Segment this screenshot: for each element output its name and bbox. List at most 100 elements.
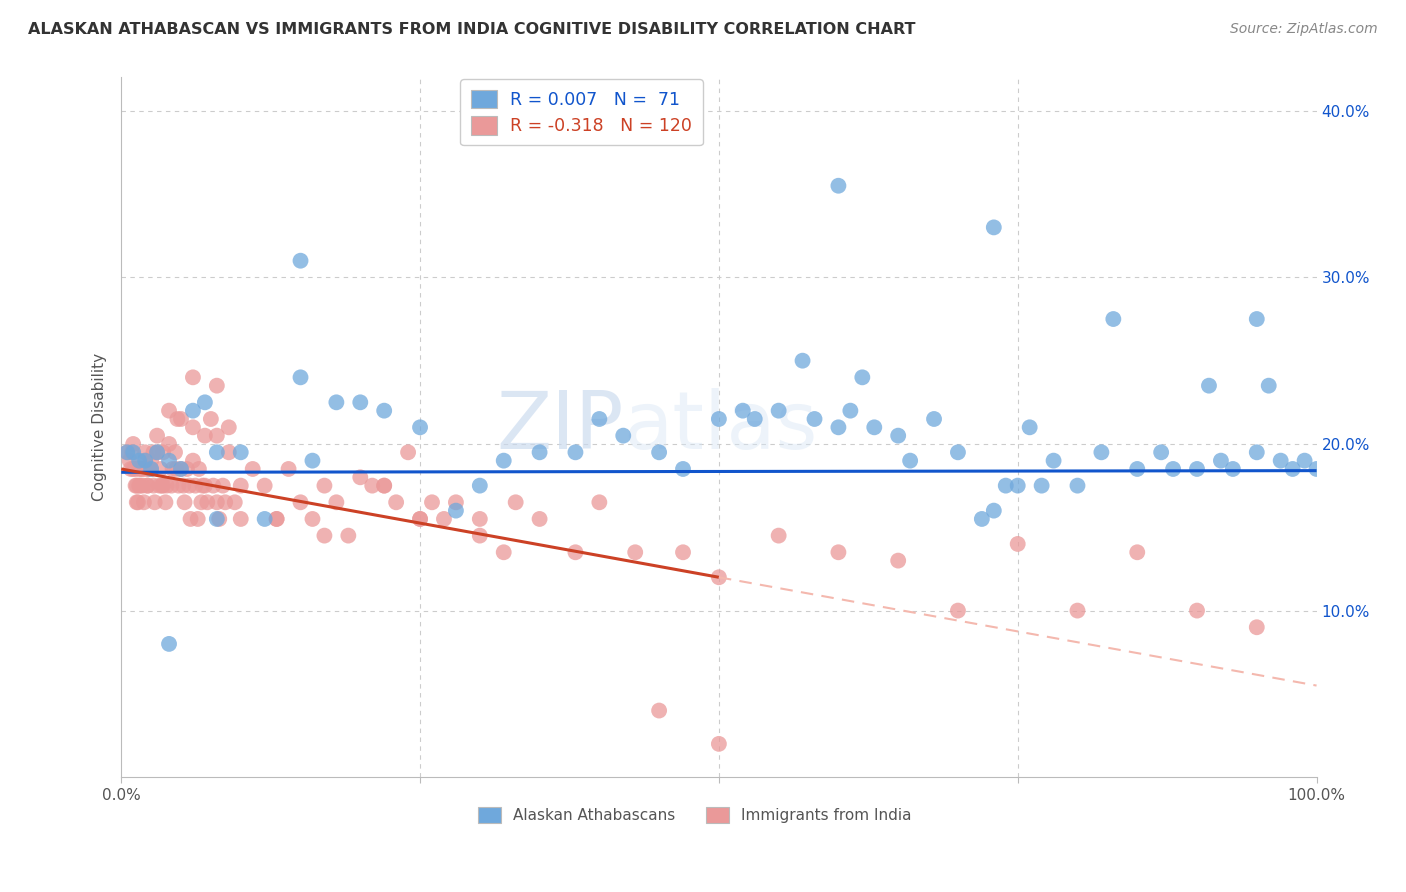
- Point: [361, 478, 384, 492]
- Point: [349, 470, 371, 484]
- Point: [180, 512, 202, 526]
- Point: [170, 412, 193, 426]
- Legend: Alaskan Athabascans, Immigrants from India: Alaskan Athabascans, Immigrants from Ind…: [472, 801, 918, 829]
- Text: Source: ZipAtlas.com: Source: ZipAtlas.com: [1230, 22, 1378, 37]
- Point: [863, 420, 886, 434]
- Point: [970, 512, 993, 526]
- Point: [1031, 478, 1053, 492]
- Point: [150, 478, 173, 492]
- Point: [707, 412, 730, 426]
- Point: [120, 462, 142, 476]
- Point: [125, 478, 148, 492]
- Point: [157, 403, 180, 417]
- Point: [946, 604, 969, 618]
- Point: [122, 437, 145, 451]
- Point: [184, 478, 207, 492]
- Point: [444, 495, 467, 509]
- Point: [505, 495, 527, 509]
- Point: [887, 428, 910, 442]
- Point: [946, 445, 969, 459]
- Point: [242, 462, 264, 476]
- Point: [266, 512, 288, 526]
- Point: [152, 478, 174, 492]
- Point: [135, 462, 157, 476]
- Point: [205, 445, 228, 459]
- Point: [1007, 537, 1029, 551]
- Point: [218, 445, 240, 459]
- Point: [301, 512, 323, 526]
- Point: [194, 478, 217, 492]
- Point: [887, 553, 910, 567]
- Point: [146, 445, 169, 459]
- Point: [1281, 462, 1303, 476]
- Point: [409, 512, 432, 526]
- Point: [1246, 620, 1268, 634]
- Point: [152, 445, 174, 459]
- Point: [468, 512, 491, 526]
- Point: [385, 495, 408, 509]
- Point: [1042, 453, 1064, 467]
- Point: [301, 453, 323, 467]
- Text: ZIP: ZIP: [496, 388, 623, 467]
- Point: [253, 512, 276, 526]
- Point: [142, 445, 165, 459]
- Point: [648, 445, 671, 459]
- Point: [218, 420, 240, 434]
- Point: [149, 462, 172, 476]
- Point: [179, 478, 201, 492]
- Point: [181, 370, 204, 384]
- Point: [191, 478, 214, 492]
- Point: [1007, 478, 1029, 492]
- Point: [1222, 462, 1244, 476]
- Point: [157, 453, 180, 467]
- Point: [136, 478, 159, 492]
- Point: [564, 545, 586, 559]
- Point: [851, 370, 873, 384]
- Point: [1246, 445, 1268, 459]
- Point: [396, 445, 419, 459]
- Point: [253, 478, 276, 492]
- Point: [612, 428, 634, 442]
- Point: [205, 378, 228, 392]
- Point: [229, 445, 252, 459]
- Point: [122, 462, 145, 476]
- Point: [146, 428, 169, 442]
- Point: [468, 478, 491, 492]
- Point: [132, 462, 155, 476]
- Point: [167, 478, 190, 492]
- Point: [337, 528, 360, 542]
- Point: [827, 420, 849, 434]
- Point: [115, 445, 138, 459]
- Point: [173, 495, 195, 509]
- Point: [148, 478, 170, 492]
- Point: [115, 445, 138, 459]
- Point: [1270, 453, 1292, 467]
- Point: [707, 737, 730, 751]
- Point: [139, 462, 162, 476]
- Point: [146, 445, 169, 459]
- Point: [1294, 453, 1316, 467]
- Point: [132, 495, 155, 509]
- Point: [129, 478, 152, 492]
- Point: [983, 503, 1005, 517]
- Point: [1198, 378, 1220, 392]
- Point: [564, 445, 586, 459]
- Point: [827, 545, 849, 559]
- Point: [1018, 420, 1040, 434]
- Point: [290, 370, 312, 384]
- Point: [1185, 462, 1208, 476]
- Point: [373, 403, 395, 417]
- Point: [624, 545, 647, 559]
- Point: [672, 545, 695, 559]
- Point: [229, 478, 252, 492]
- Point: [155, 495, 177, 509]
- Point: [1257, 378, 1279, 392]
- Point: [314, 478, 336, 492]
- Point: [744, 412, 766, 426]
- Point: [205, 495, 228, 509]
- Point: [136, 478, 159, 492]
- Point: [132, 478, 155, 492]
- Point: [202, 478, 225, 492]
- Point: [190, 495, 212, 509]
- Text: ALASKAN ATHABASCAN VS IMMIGRANTS FROM INDIA COGNITIVE DISABILITY CORRELATION CHA: ALASKAN ATHABASCAN VS IMMIGRANTS FROM IN…: [28, 22, 915, 37]
